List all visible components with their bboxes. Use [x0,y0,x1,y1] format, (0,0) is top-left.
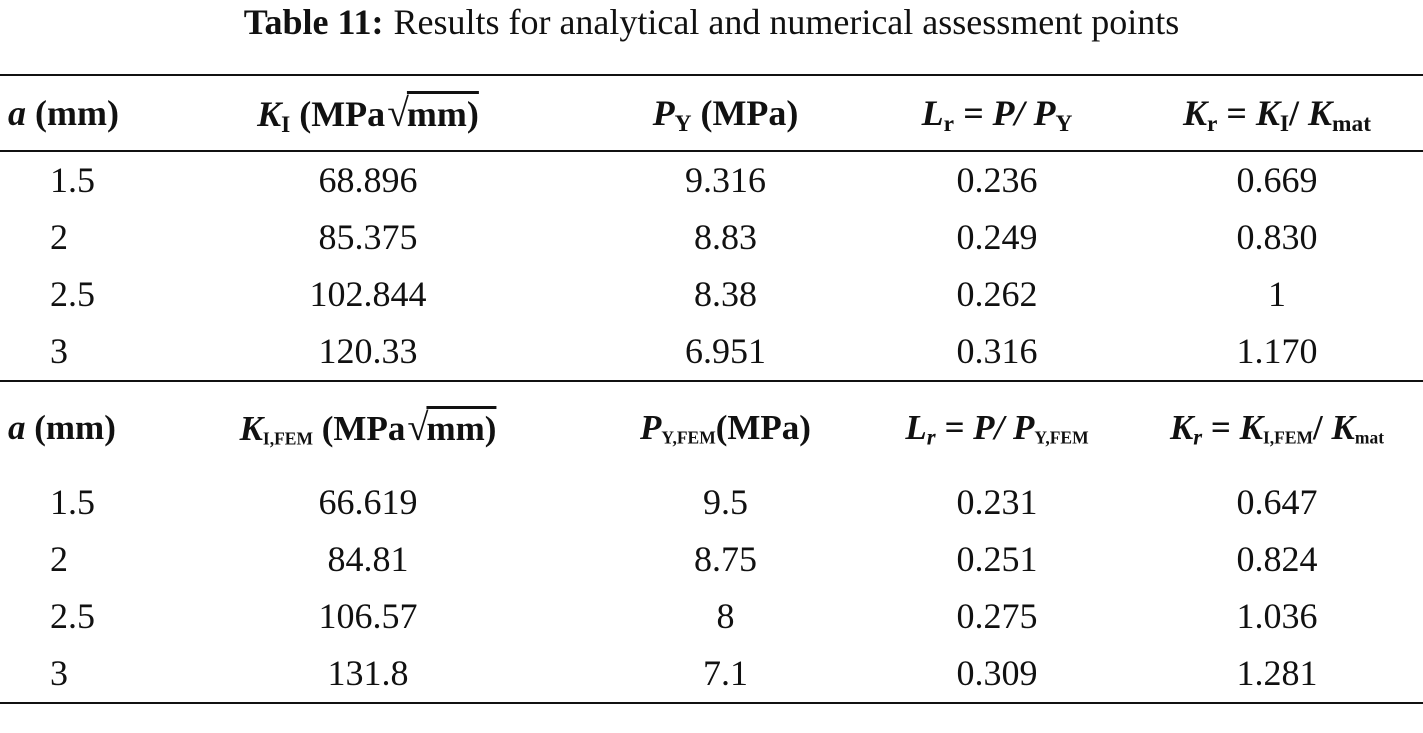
table-caption: Table 11: Results for analytical and nume… [0,0,1423,46]
cell-stress-intensity: 66.619 [318,482,418,522]
header-limit-load-fem: PY,FEM(MPa) [588,380,863,474]
cell-crack-depth: 1.5 [50,160,95,200]
cell-limit-load: 7.1 [588,645,863,704]
cell-crack-depth: 2 [50,539,68,579]
analytical-header-row: a (mm) KI (MPa√mm) PY (MPa) Lr = P/ PY K… [0,74,1423,152]
results-table: a (mm) KI (MPa√mm) PY (MPa) Lr = P/ PY K… [0,74,1423,704]
cell-load-ratio: 0.231 [956,482,1038,522]
cell-limit-load: 8 [716,596,735,636]
cell-limit-load: 6.951 [685,331,766,371]
cell-load-ratio: 0.236 [956,160,1038,200]
cell-stress-intensity: 84.81 [327,539,409,579]
table-row: 3 120.33 6.951 0.316 1.170 [0,323,1423,381]
cell-stress-intensity: 102.844 [309,274,427,314]
cell-crack-depth: 2.5 [50,596,95,636]
sqrt-icon: √ [387,91,409,135]
header-load-ratio: Lr = P/ PY [863,74,1131,152]
table-row: 2.5 106.57 8 0.275 1.036 [0,588,1423,645]
header-load-ratio-fem: Lr = P/ PY,FEM [863,380,1131,474]
caption-text: Results for analytical and numerical ass… [393,2,1180,42]
cell-stress-intensity: 131.8 [148,645,588,704]
cell-toughness-ratio: 0.824 [1236,539,1318,579]
cell-crack-depth: 2.5 [50,274,95,314]
table-row: 3 131.8 7.1 0.309 1.281 [0,645,1423,704]
cell-limit-load: 8.83 [694,217,757,257]
cell-limit-load: 8.38 [694,274,757,314]
sqrt-icon: √ [407,407,429,449]
table-row: 2 84.81 8.75 0.251 0.824 [0,531,1423,588]
cell-load-ratio: 0.249 [956,217,1038,257]
cell-toughness-ratio: 1.170 [1236,331,1318,371]
cell-load-ratio: 0.262 [956,274,1038,314]
cell-stress-intensity: 68.896 [318,160,418,200]
cell-limit-load: 9.5 [703,482,748,522]
cell-toughness-ratio: 1.036 [1236,596,1318,636]
header-crack-depth-fem: a (mm) [0,380,148,474]
cell-stress-intensity: 85.375 [318,217,418,257]
header-toughness-ratio-fem: Kr = KI,FEM/ Kmat [1131,380,1423,474]
header-toughness-ratio: Kr = KI/ Kmat [1131,74,1423,152]
cell-load-ratio: 0.251 [956,539,1038,579]
cell-load-ratio: 0.275 [956,596,1038,636]
table-row: 1.5 68.896 9.316 0.236 0.669 [0,151,1423,209]
numerical-header-row: a (mm) KI,FEM (MPa√mm) PY,FEM(MPa) Lr = … [0,380,1423,474]
cell-load-ratio: 0.309 [863,645,1131,704]
cell-toughness-ratio: 1 [1268,274,1286,314]
cell-toughness-ratio: 0.669 [1236,160,1318,200]
header-stress-intensity-fem: KI,FEM (MPa√mm) [148,380,588,474]
table-row: 1.5 66.619 9.5 0.231 0.647 [0,474,1423,531]
cell-load-ratio: 0.316 [956,331,1038,371]
caption-label: Table 11: [243,2,384,42]
cell-crack-depth: 2 [50,217,68,257]
cell-limit-load: 9.316 [685,160,766,200]
cell-crack-depth: 1.5 [50,482,95,522]
cell-toughness-ratio: 0.830 [1236,217,1318,257]
header-limit-load: PY (MPa) [588,74,863,152]
cell-toughness-ratio: 1.281 [1131,645,1423,704]
header-stress-intensity: KI (MPa√mm) [148,74,588,152]
cell-stress-intensity: 120.33 [318,331,418,371]
table-row: 2 85.375 8.83 0.249 0.830 [0,209,1423,266]
cell-toughness-ratio: 0.647 [1236,482,1318,522]
table-row: 2.5 102.844 8.38 0.262 1 [0,266,1423,323]
cell-stress-intensity: 106.57 [318,596,418,636]
cell-limit-load: 8.75 [694,539,757,579]
header-crack-depth: a (mm) [0,74,148,152]
cell-crack-depth: 3 [0,645,148,704]
cell-crack-depth: 3 [50,331,68,371]
